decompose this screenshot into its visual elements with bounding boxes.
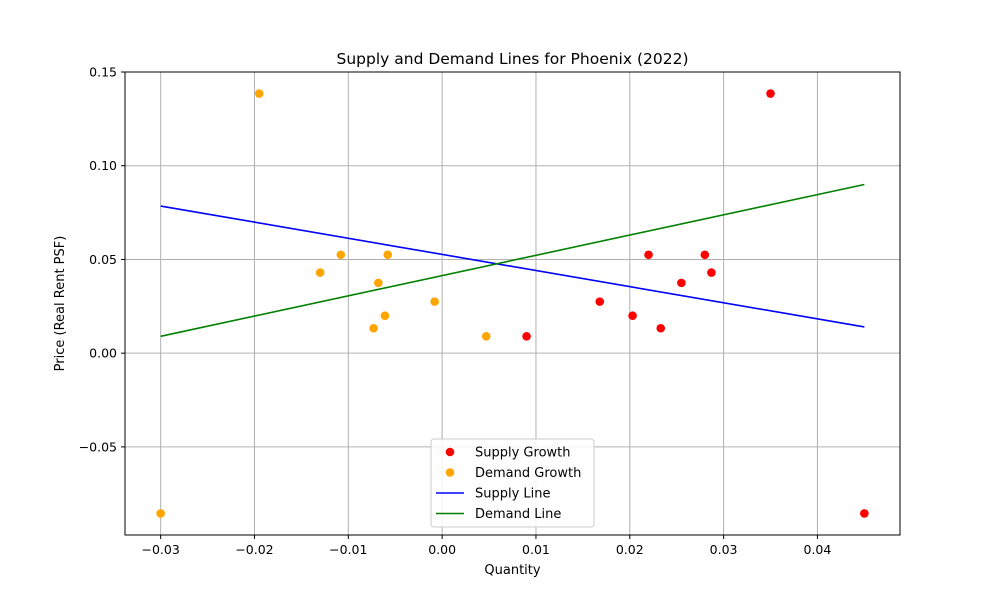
demand-growth-point <box>380 311 390 320</box>
legend-supply-growth-marker <box>445 447 455 457</box>
x-tick-label: −0.01 <box>329 542 367 557</box>
x-tick-label: 0.01 <box>522 542 550 557</box>
supply-growth-point <box>860 509 869 518</box>
axis-ticks: −0.03 −0.02 −0.01 0.00 0.01 0.02 0.03 0.04 −0.05… <box>79 65 832 558</box>
demand-growth-point <box>430 297 439 306</box>
supply-growth-point <box>595 297 605 306</box>
y-tick-label: 0.00 <box>89 346 117 361</box>
y-axis-label: Price (Real Rent PSF) <box>53 236 68 372</box>
x-axis-label: Quantity <box>484 563 540 578</box>
supply-growth-point <box>628 311 637 320</box>
demand-growth-point <box>481 332 491 341</box>
demand-line <box>160 183 865 338</box>
legend-supply-line-label: Supply Line <box>475 487 551 502</box>
demand-growth-point <box>383 250 393 260</box>
y-tick-label: 0.10 <box>89 158 117 173</box>
legend-demand-growth-marker <box>445 468 455 477</box>
x-tick-label: 0.03 <box>710 542 738 557</box>
legend-demand-growth-label: Demand Growth <box>475 466 581 481</box>
demand-growth-point <box>315 268 325 277</box>
x-tick-label: −0.02 <box>235 542 273 557</box>
supply-growth-point <box>522 332 531 341</box>
plot-area-frame <box>124 71 901 536</box>
demand-growth-point <box>374 278 383 288</box>
demand-growth-point <box>254 89 264 98</box>
grid <box>125 71 900 535</box>
line-series-layer <box>160 183 865 338</box>
scatter-points-layer <box>156 89 869 518</box>
y-tick-label: 0.15 <box>89 65 117 80</box>
x-tick-label: 0.04 <box>804 542 832 557</box>
legend-supply-growth-label: Supply Growth <box>475 446 571 461</box>
supply-growth-point <box>707 268 716 277</box>
y-tick-label: −0.05 <box>79 439 117 454</box>
supply-growth-point <box>700 250 710 260</box>
demand-growth-point <box>369 323 378 333</box>
supply-line <box>160 205 865 328</box>
supply-growth-point <box>644 250 653 260</box>
legend-box <box>430 438 595 528</box>
chart-title: Supply and Demand Lines for Phoenix (202… <box>337 50 689 68</box>
x-tick-label: 0.00 <box>428 542 456 557</box>
x-tick-label: 0.02 <box>616 542 644 557</box>
supply-growth-point <box>677 278 686 288</box>
supply-growth-point <box>656 323 666 333</box>
supply-growth-point <box>766 89 775 98</box>
x-tick-label: −0.03 <box>141 542 179 557</box>
demand-growth-point <box>156 509 165 518</box>
legend: Supply Growth Demand Growth Supply Line Dem… <box>430 438 595 528</box>
demand-growth-point <box>336 250 346 260</box>
legend-demand-line-label: Demand Line <box>475 507 561 522</box>
y-tick-label: 0.05 <box>89 252 117 267</box>
